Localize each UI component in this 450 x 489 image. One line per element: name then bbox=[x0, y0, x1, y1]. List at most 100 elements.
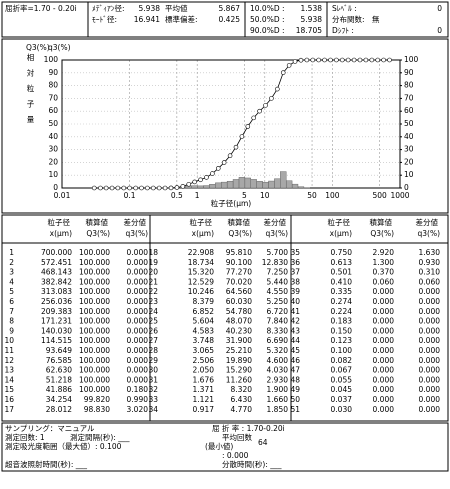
table-cell: 0.000 bbox=[419, 385, 441, 394]
x-tick-label: 500 bbox=[372, 191, 387, 200]
column-unit: Q3(%) bbox=[86, 229, 110, 238]
table-cell: 45 bbox=[290, 346, 300, 355]
y2-tick-label: 50 bbox=[404, 119, 414, 128]
table-cell: 100.000 bbox=[79, 326, 110, 335]
table-cell: 90.100 bbox=[226, 258, 252, 267]
table-cell: 0.030 bbox=[331, 405, 353, 414]
table-cell: 23 bbox=[148, 297, 158, 306]
column-header: 粒子径 bbox=[48, 217, 71, 227]
table-cell: 0.000 bbox=[373, 287, 395, 296]
table-cell: 0.274 bbox=[331, 297, 353, 306]
table-cell: 5.320 bbox=[267, 346, 289, 355]
table-cell: 0.060 bbox=[373, 277, 395, 286]
table-cell: 48 bbox=[290, 375, 300, 384]
point bbox=[215, 166, 221, 171]
table-cell: 2.930 bbox=[267, 375, 289, 384]
y2-tick-label: 90 bbox=[404, 68, 414, 77]
point bbox=[339, 57, 345, 63]
x-label: 粒子径(μm) bbox=[211, 198, 252, 208]
table-cell: 12 bbox=[4, 356, 14, 365]
table-cell: 0.310 bbox=[419, 268, 441, 277]
table-cell: 1.371 bbox=[193, 385, 215, 394]
table-cell: 3 bbox=[9, 268, 14, 277]
table-cell: 1.121 bbox=[193, 395, 215, 404]
table-cell: 64.560 bbox=[226, 287, 252, 296]
y2-tick-label: 40 bbox=[404, 132, 414, 141]
table-cell: 0.000 bbox=[373, 346, 395, 355]
table-cell: 49 bbox=[290, 385, 300, 394]
table-cell: 11 bbox=[4, 346, 14, 355]
point bbox=[269, 96, 274, 101]
point bbox=[186, 181, 192, 187]
table-cell: 38 bbox=[290, 277, 300, 286]
bar bbox=[209, 184, 216, 189]
table-cell: 5.700 bbox=[267, 248, 289, 257]
point bbox=[133, 185, 138, 191]
table-cell: 31 bbox=[148, 375, 158, 384]
bar bbox=[250, 179, 257, 189]
stat-value: 5.938 bbox=[139, 4, 161, 13]
table-cell: 8 bbox=[9, 317, 14, 326]
table-cell: 9 bbox=[9, 326, 14, 335]
bar bbox=[262, 181, 269, 189]
table-cell: 70.020 bbox=[226, 277, 252, 286]
point bbox=[156, 185, 162, 191]
point bbox=[121, 185, 127, 191]
table-cell: 4.770 bbox=[231, 405, 253, 414]
footer-text: 平均回数 bbox=[222, 432, 252, 442]
table-cell: 0.000 bbox=[127, 297, 149, 306]
stat-value: 5.938 bbox=[301, 15, 323, 24]
point bbox=[286, 63, 292, 68]
stat-label: 平均値 bbox=[165, 3, 188, 13]
header-box bbox=[1, 1, 449, 38]
footer-text: 屈 折 率 : 1.70-0.20i bbox=[212, 423, 285, 433]
bar bbox=[274, 178, 281, 189]
table-cell: 0.060 bbox=[419, 277, 441, 286]
table-cell: 2.920 bbox=[373, 248, 395, 257]
table-cell: 18 bbox=[148, 248, 158, 257]
table-cell: 46 bbox=[290, 356, 300, 365]
table-cell: 5 bbox=[9, 287, 14, 296]
y-tick-label: 90 bbox=[48, 68, 58, 77]
stat-label: 50.0%D : bbox=[250, 15, 285, 24]
table-cell: 13 bbox=[4, 366, 14, 375]
table-cell: 0.000 bbox=[419, 346, 441, 355]
table-cell: 0.000 bbox=[127, 317, 149, 326]
y-tick-label: 20 bbox=[48, 157, 58, 166]
point bbox=[387, 57, 392, 63]
y2-tick-label: 0 bbox=[404, 183, 409, 192]
table-cell: 1.900 bbox=[267, 385, 289, 394]
table-cell: 1.300 bbox=[373, 258, 395, 267]
point bbox=[127, 185, 132, 191]
table-cell: 0.000 bbox=[419, 375, 441, 384]
table-cell: 22 bbox=[148, 287, 158, 296]
table-cell: 2 bbox=[9, 258, 14, 267]
table-cell: 100.000 bbox=[79, 317, 110, 326]
table-cell: 6.852 bbox=[193, 307, 215, 316]
stat-label: Dｼﾌﾄ : bbox=[332, 26, 354, 35]
table-cell: 100.000 bbox=[79, 346, 110, 355]
table-cell: 7 bbox=[9, 307, 14, 316]
table-cell: 28 bbox=[148, 346, 158, 355]
column-header: 差分値 bbox=[264, 217, 287, 227]
table-cell: 21 bbox=[148, 277, 158, 286]
table-cell: 8.379 bbox=[193, 297, 215, 306]
table-cell: 0.000 bbox=[127, 375, 149, 384]
refractive-index: 屈折率=1.70 - 0.20i bbox=[5, 3, 77, 13]
bar bbox=[238, 177, 246, 189]
point bbox=[280, 70, 286, 75]
table-cell: 0.123 bbox=[331, 336, 353, 345]
column-header: 差分値 bbox=[124, 217, 147, 227]
y2-tick-label: 70 bbox=[404, 93, 414, 102]
table-cell: 4.030 bbox=[267, 366, 289, 375]
footer-text: サンプリング：マニュアル bbox=[5, 423, 95, 433]
table-cell: 572.451 bbox=[41, 258, 72, 267]
column-unit: q3(%) bbox=[417, 229, 440, 238]
column-header: 積算値 bbox=[370, 217, 393, 227]
table-cell: 0.000 bbox=[419, 326, 441, 335]
point bbox=[145, 185, 150, 191]
footer-text: 超音波照射時間(秒): ___ bbox=[5, 459, 87, 469]
table-cell: 2.506 bbox=[193, 356, 215, 365]
table-cell: 20 bbox=[148, 268, 158, 277]
table-cell: 0.750 bbox=[331, 248, 353, 257]
